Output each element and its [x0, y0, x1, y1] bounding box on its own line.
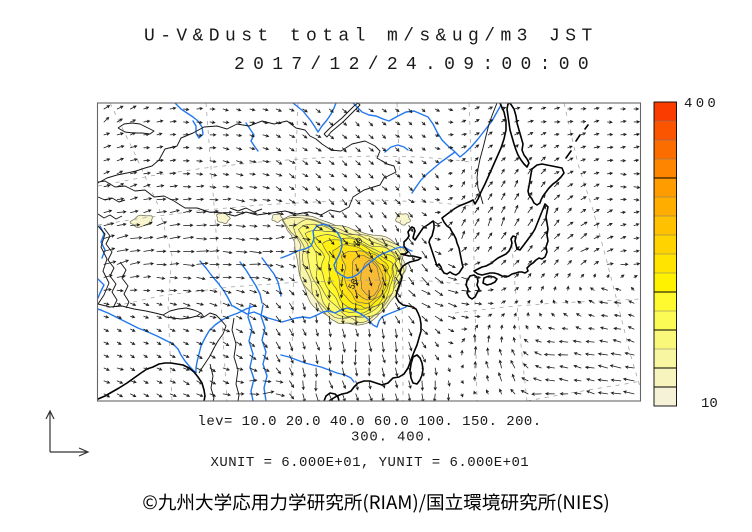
- svg-text:XUNIT = 6.000E+01, YUNIT = 6.0: XUNIT = 6.000E+01, YUNIT = 6.000E+01: [211, 455, 530, 471]
- svg-text:10: 10: [701, 396, 718, 412]
- svg-text:lev= 10.0 20.0 40.0 60.0 100.: lev= 10.0 20.0 40.0 60.0 100. 150. 200.: [198, 414, 542, 430]
- svg-text:400: 400: [684, 96, 719, 112]
- svg-text:2017/12/24.09:00:00: 2017/12/24.09:00:00: [234, 55, 597, 75]
- svg-text:U-V&Dust total m/s&ug/m3 JST: U-V&Dust total m/s&ug/m3 JST: [144, 27, 598, 47]
- svg-text:300. 400.: 300. 400.: [351, 430, 434, 446]
- svg-text:50: 50: [347, 277, 361, 291]
